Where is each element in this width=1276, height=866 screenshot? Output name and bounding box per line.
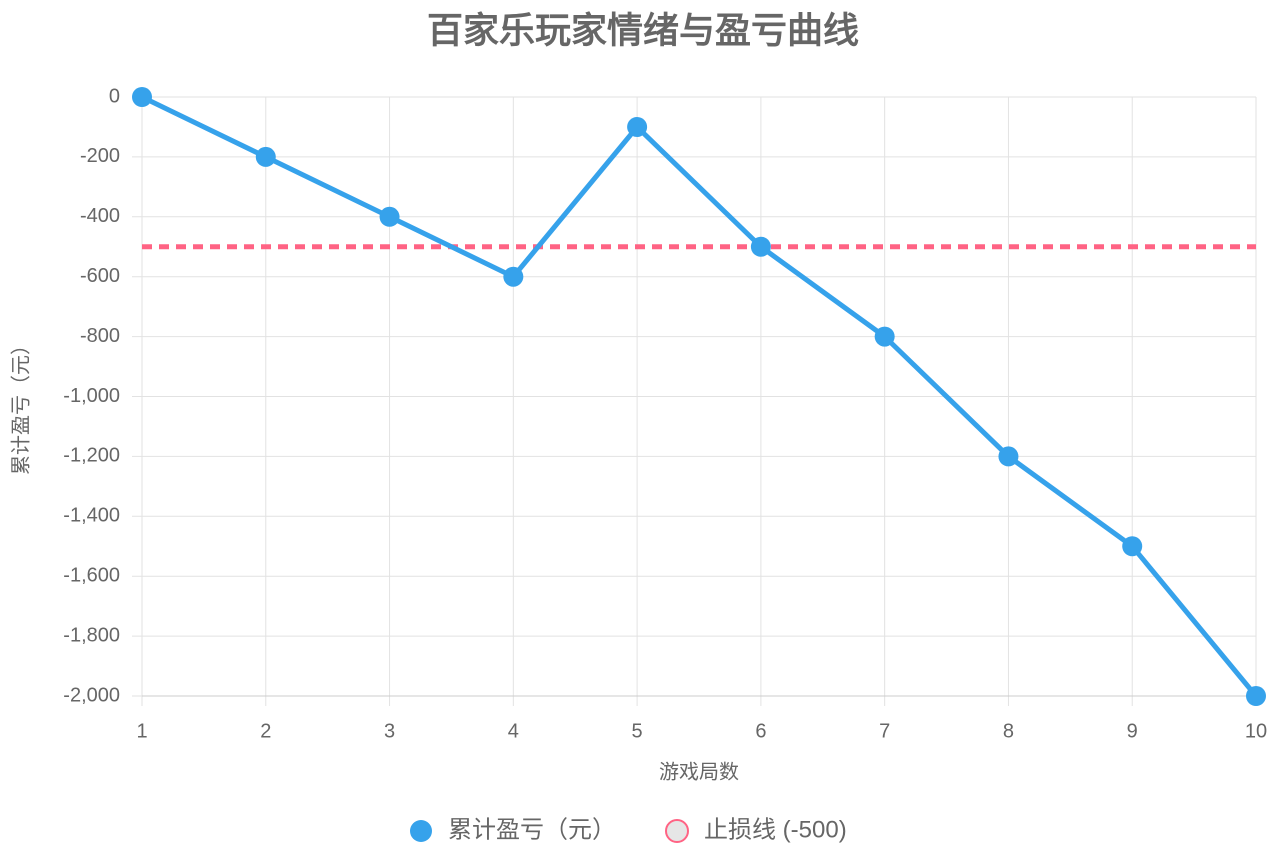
y-tick-label: -1,200 xyxy=(63,445,120,467)
y-tick-label: -1,600 xyxy=(63,564,120,586)
x-axis-title: 游戏局数 xyxy=(659,760,739,783)
legend-label: 累计盈亏（元） xyxy=(448,816,616,843)
x-tick-label: 1 xyxy=(136,720,147,742)
y-tick-label: -400 xyxy=(80,205,120,227)
series-line xyxy=(140,94,1258,698)
legend-marker xyxy=(410,820,432,842)
x-tick-label: 6 xyxy=(755,720,766,742)
y-tick-label: -1,000 xyxy=(63,385,120,407)
legend-marker xyxy=(665,819,689,843)
data-point xyxy=(998,446,1019,467)
x-tick-label: 3 xyxy=(384,720,395,742)
x-tick-label: 5 xyxy=(632,720,643,742)
y-tick-label: -1,800 xyxy=(63,624,120,646)
x-tick-label: 9 xyxy=(1127,720,1138,742)
y-tick-label: -1,400 xyxy=(63,505,120,527)
chart-title: 百家乐玩家情绪与盈亏曲线 xyxy=(427,10,859,51)
y-tick-label: -2,000 xyxy=(63,684,120,706)
y-tick-label: -600 xyxy=(80,265,120,287)
x-tick-label: 8 xyxy=(1003,720,1014,742)
data-point xyxy=(750,236,771,257)
data-point xyxy=(503,266,524,287)
x-tick-label: 2 xyxy=(260,720,271,742)
data-point xyxy=(1122,536,1143,557)
y-axis-title: 累计盈亏（元） xyxy=(9,335,32,475)
data-point xyxy=(874,326,895,347)
y-tick-label: -200 xyxy=(80,145,120,167)
data-point xyxy=(1246,686,1266,706)
data-point xyxy=(627,116,648,137)
x-tick-label: 10 xyxy=(1245,720,1267,742)
x-tick-label: 7 xyxy=(879,720,890,742)
y-tick-label: -800 xyxy=(80,325,120,347)
y-tick-label: 0 xyxy=(109,85,120,107)
data-point xyxy=(255,146,276,167)
data-point xyxy=(132,87,152,107)
x-tick-label: 4 xyxy=(508,720,519,742)
data-point xyxy=(379,206,400,227)
legend-label: 止损线 (-500) xyxy=(704,816,847,843)
